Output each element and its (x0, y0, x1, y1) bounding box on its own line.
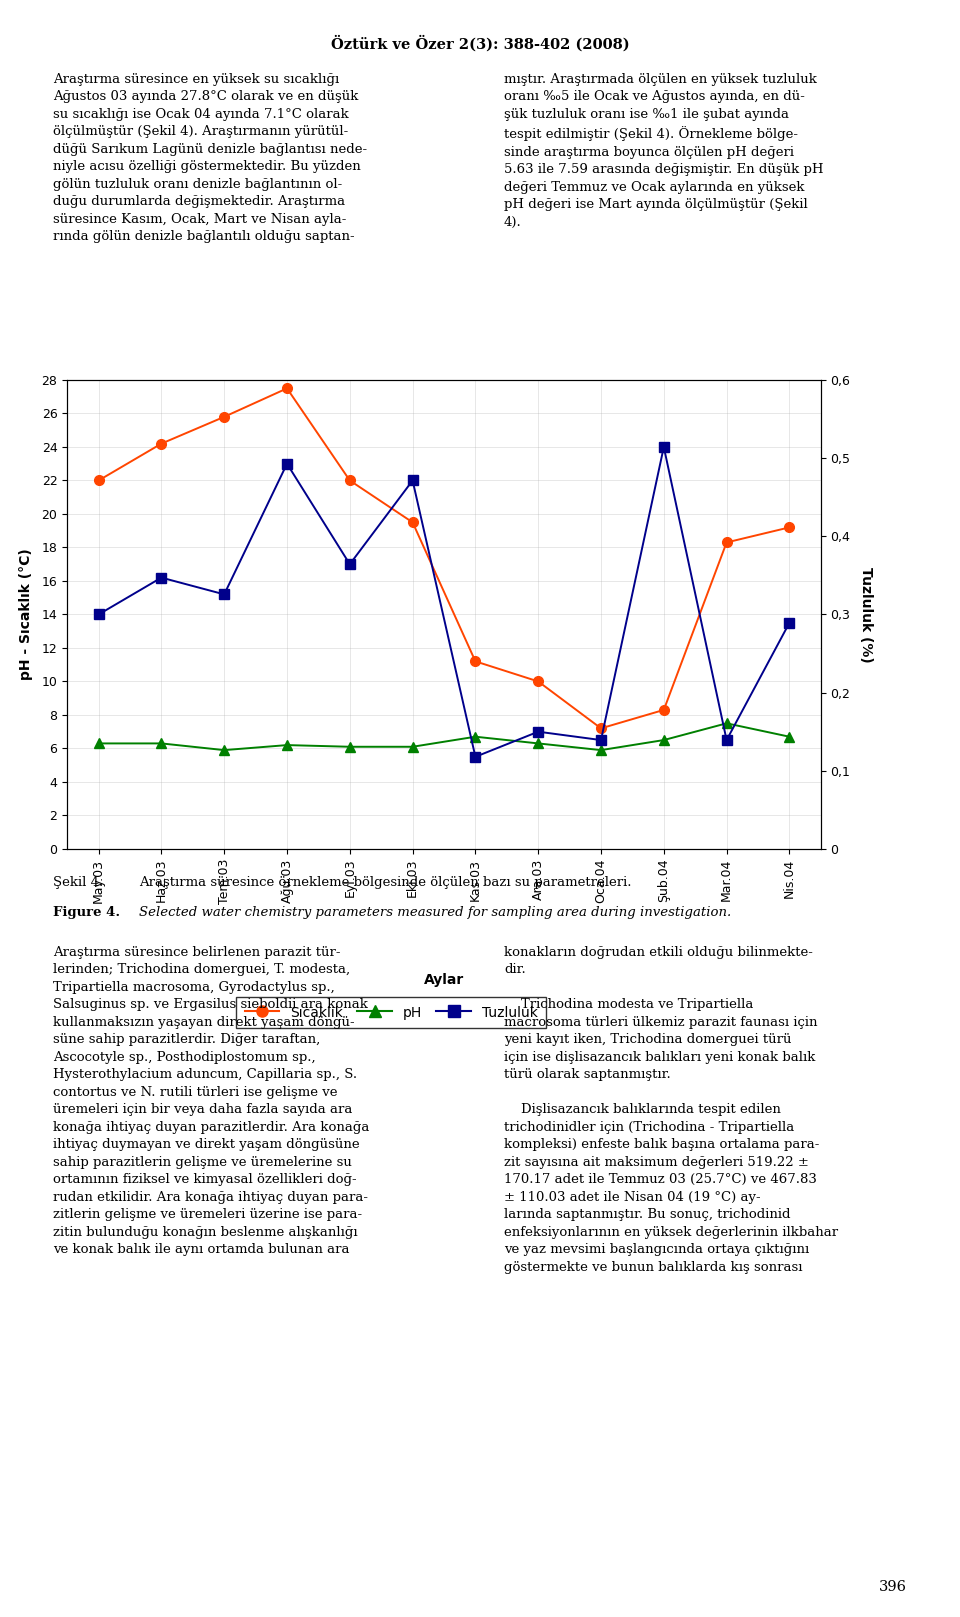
pH (281, 736, 293, 755)
pH (93, 734, 105, 754)
pH (595, 741, 607, 760)
pH (721, 713, 732, 733)
Text: Selected water chemistry parameters measured for sampling area during investigat: Selected water chemistry parameters meas… (139, 906, 732, 918)
pH (407, 737, 419, 757)
Sıcaklık (219, 407, 230, 427)
Y-axis label: pH - Sıcaklık (°C): pH - Sıcaklık (°C) (19, 548, 34, 681)
Tuzluluk (407, 471, 419, 490)
Text: Şekil 4.: Şekil 4. (53, 876, 103, 889)
Tuzluluk (721, 731, 732, 750)
Text: Öztürk ve Özer 2(3): 388-402 (2008): Öztürk ve Özer 2(3): 388-402 (2008) (330, 36, 630, 52)
Sıcaklık (407, 513, 419, 532)
pH (658, 731, 669, 750)
Tuzluluk (783, 613, 795, 632)
Line: pH: pH (94, 718, 794, 755)
pH (469, 728, 481, 747)
Sıcaklık (783, 517, 795, 537)
Sıcaklık (281, 378, 293, 398)
pH (219, 741, 230, 760)
Text: 396: 396 (879, 1580, 907, 1594)
Sıcaklık (721, 532, 732, 551)
Sıcaklık (533, 671, 544, 690)
Sıcaklık (469, 652, 481, 671)
Text: Araştırma süresince örnekleme bölgesinde ölçülen bazı su parametreleri.: Araştırma süresince örnekleme bölgesinde… (139, 876, 632, 889)
Sıcaklık (344, 471, 355, 490)
Sıcaklık (595, 718, 607, 737)
Tuzluluk (93, 605, 105, 624)
Tuzluluk (281, 454, 293, 474)
Tuzluluk (658, 437, 669, 456)
pH (533, 734, 544, 754)
Sıcaklık (93, 471, 105, 490)
Line: Sıcaklık: Sıcaklık (94, 383, 794, 733)
Tuzluluk (344, 555, 355, 574)
Text: konakların doğrudan etkili olduğu bilinmekte-
dir.

    Trichodina modesta ve Tr: konakların doğrudan etkili olduğu bilinm… (504, 946, 838, 1274)
Sıcaklık (156, 433, 167, 453)
Text: Figure 4.: Figure 4. (53, 906, 120, 918)
Tuzluluk (595, 731, 607, 750)
Text: Araştırma süresince belirlenen parazit tür-
lerinden; Trichodina domerguei, T. m: Araştırma süresince belirlenen parazit t… (53, 946, 370, 1256)
Tuzluluk (533, 721, 544, 741)
pH (344, 737, 355, 757)
Tuzluluk (219, 585, 230, 605)
Legend: Sıcaklık, pH, Tuzluluk: Sıcaklık, pH, Tuzluluk (236, 996, 546, 1028)
Text: Araştırma süresince en yüksek su sıcaklığı
Ağustos 03 ayında 27.8°C olarak ve en: Araştırma süresince en yüksek su sıcaklı… (53, 73, 367, 243)
pH (783, 728, 795, 747)
Tuzluluk (156, 568, 167, 587)
Tuzluluk (469, 747, 481, 766)
Sıcaklık (658, 700, 669, 720)
Line: Tuzluluk: Tuzluluk (94, 441, 794, 762)
pH (156, 734, 167, 754)
Text: mıştır. Araştırmada ölçülen en yüksek tuzluluk
oranı ‰​5 ile Ocak ve Ağustos ayı: mıştır. Araştırmada ölçülen en yüksek tu… (504, 73, 824, 228)
Y-axis label: Tuzluluk (%): Tuzluluk (%) (859, 566, 873, 663)
X-axis label: Aylar: Aylar (424, 973, 464, 988)
